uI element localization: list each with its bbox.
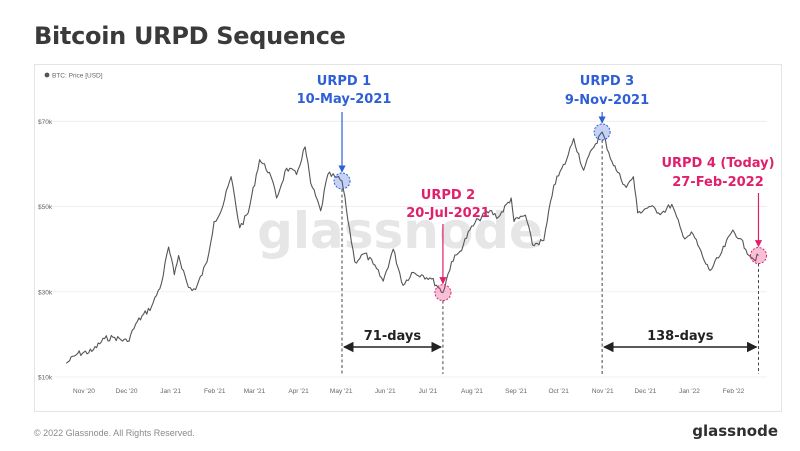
x-tick-label: Jan '21 bbox=[160, 388, 181, 395]
legend: BTC: Price [USD] bbox=[44, 72, 103, 80]
x-tick-label: Feb '22 bbox=[723, 388, 745, 395]
day-spans: 71-days 138-days bbox=[342, 329, 758, 353]
urpd-label: URPD 4 (Today) bbox=[661, 156, 774, 171]
legend-label: BTC: Price [USD] bbox=[52, 73, 103, 80]
y-tick-label: $30k bbox=[38, 289, 53, 296]
urpd-label: URPD 1 bbox=[317, 74, 371, 89]
span-label: 71-days bbox=[364, 329, 422, 344]
x-axis: Nov '20 Dec '20 Jan '21 Feb '21 Mar '21 Apr '… bbox=[73, 388, 745, 395]
chart-title: Bitcoin URPD Sequence bbox=[34, 22, 346, 50]
y-tick-label: $50k bbox=[38, 204, 53, 211]
urpd-marker bbox=[434, 284, 452, 302]
x-tick-label: Oct '21 bbox=[548, 388, 569, 395]
x-tick-label: Dec '21 bbox=[634, 388, 656, 395]
x-tick-label: Apr '21 bbox=[288, 388, 309, 395]
urpd-label: URPD 2 bbox=[421, 188, 475, 203]
x-tick-label: Aug '21 bbox=[461, 388, 483, 395]
urpd-marker bbox=[333, 172, 351, 190]
x-tick-label: Jan '22 bbox=[679, 388, 700, 395]
urpd-date-label: 20-Jul-2021 bbox=[406, 206, 490, 221]
urpd-label: URPD 3 bbox=[580, 74, 634, 89]
urpd-date-label: 10-May-2021 bbox=[297, 92, 392, 107]
x-tick-label: Sep '21 bbox=[505, 388, 527, 395]
x-tick-label: Nov '21 bbox=[592, 388, 614, 395]
grid-lines bbox=[42, 120, 767, 378]
urpd-date-label: 27-Feb-2022 bbox=[672, 175, 764, 190]
y-tick-label: $70k bbox=[38, 119, 53, 126]
y-axis: $10k $30k $50k $70k bbox=[38, 119, 53, 382]
x-tick-label: Mar '21 bbox=[244, 388, 266, 395]
x-tick-label: Feb '21 bbox=[204, 388, 226, 395]
y-tick-label: $10k bbox=[38, 375, 53, 382]
x-tick-label: Nov '20 bbox=[73, 388, 95, 395]
x-tick-label: Jun '21 bbox=[375, 388, 396, 395]
legend-marker bbox=[44, 72, 50, 78]
x-tick-label: Dec '20 bbox=[116, 388, 138, 395]
watermark: glassnode bbox=[257, 202, 543, 260]
x-tick-label: Jul '21 bbox=[419, 388, 438, 395]
x-tick-label: May '21 bbox=[330, 388, 353, 395]
copyright-text: © 2022 Glassnode. All Rights Reserved. bbox=[34, 428, 195, 438]
chart-panel bbox=[34, 64, 782, 412]
span-label: 138-days bbox=[647, 329, 714, 344]
urpd-date-label: 9-Nov-2021 bbox=[565, 93, 649, 108]
urpd-marker bbox=[593, 123, 611, 141]
btc-price-line bbox=[65, 131, 759, 364]
brand-logo: glassnode bbox=[692, 422, 778, 440]
urpd-marker bbox=[749, 247, 767, 265]
urpd-annotations: URPD 1 10-May-2021 URPD 2 20-Jul-2021 URPD 3… bbox=[297, 74, 775, 374]
